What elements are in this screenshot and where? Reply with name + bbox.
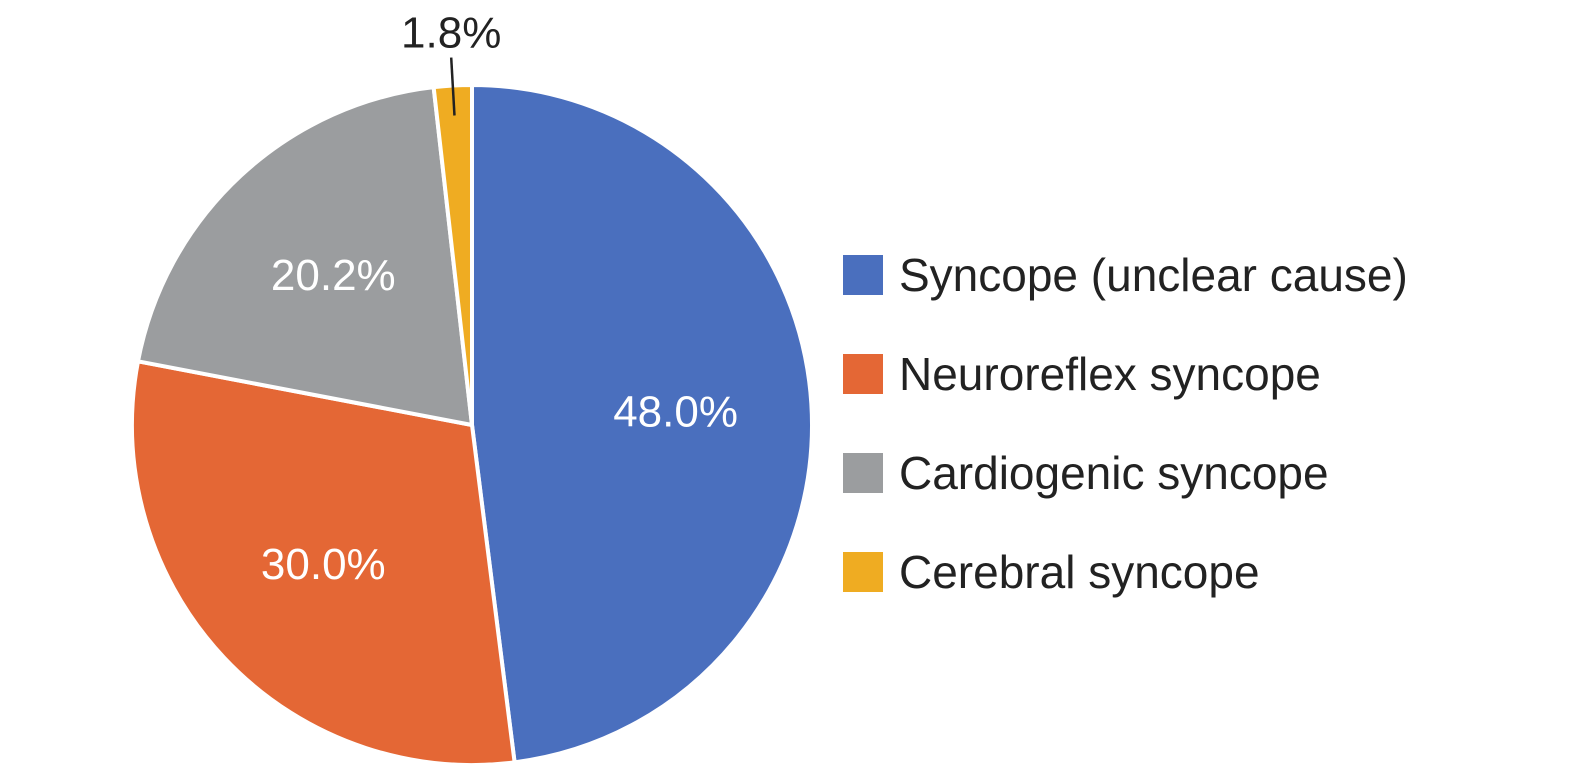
legend-swatch xyxy=(843,552,883,592)
pie-slice-cardiogenic-syncope xyxy=(136,85,474,427)
legend-swatch xyxy=(843,255,883,295)
legend-label: Neuroreflex syncope xyxy=(899,348,1321,400)
pie-slice-labels: 48.0% 30.0% 20.2% 1.8% xyxy=(261,9,738,590)
pie-slices xyxy=(130,83,815,767)
leader-line-cerebral-syncope xyxy=(449,57,456,116)
legend: Syncope (unclear cause) Neuroreflex synco… xyxy=(843,249,1408,598)
slice-label-cardiogenic-syncope: 20.2% xyxy=(271,251,396,300)
slice-label-neuroreflex-syncope: 30.0% xyxy=(261,540,386,589)
legend-label: Syncope (unclear cause) xyxy=(899,249,1408,301)
legend-item-neuroreflex-syncope: Neuroreflex syncope xyxy=(843,348,1321,400)
legend-label: Cardiogenic syncope xyxy=(899,447,1329,499)
slice-label-syncope-unclear-cause: 48.0% xyxy=(613,388,738,437)
pie-slice-syncope-unclear-cause xyxy=(470,83,815,765)
legend-item-syncope-unclear-cause: Syncope (unclear cause) xyxy=(843,249,1408,301)
pie-slice-neuroreflex-syncope xyxy=(130,359,517,767)
legend-label: Cerebral syncope xyxy=(899,546,1260,598)
legend-swatch xyxy=(843,354,883,394)
legend-item-cerebral-syncope: Cerebral syncope xyxy=(843,546,1260,598)
slice-label-cerebral-syncope: 1.8% xyxy=(401,9,501,58)
legend-swatch xyxy=(843,453,883,493)
legend-item-cardiogenic-syncope: Cardiogenic syncope xyxy=(843,447,1329,499)
